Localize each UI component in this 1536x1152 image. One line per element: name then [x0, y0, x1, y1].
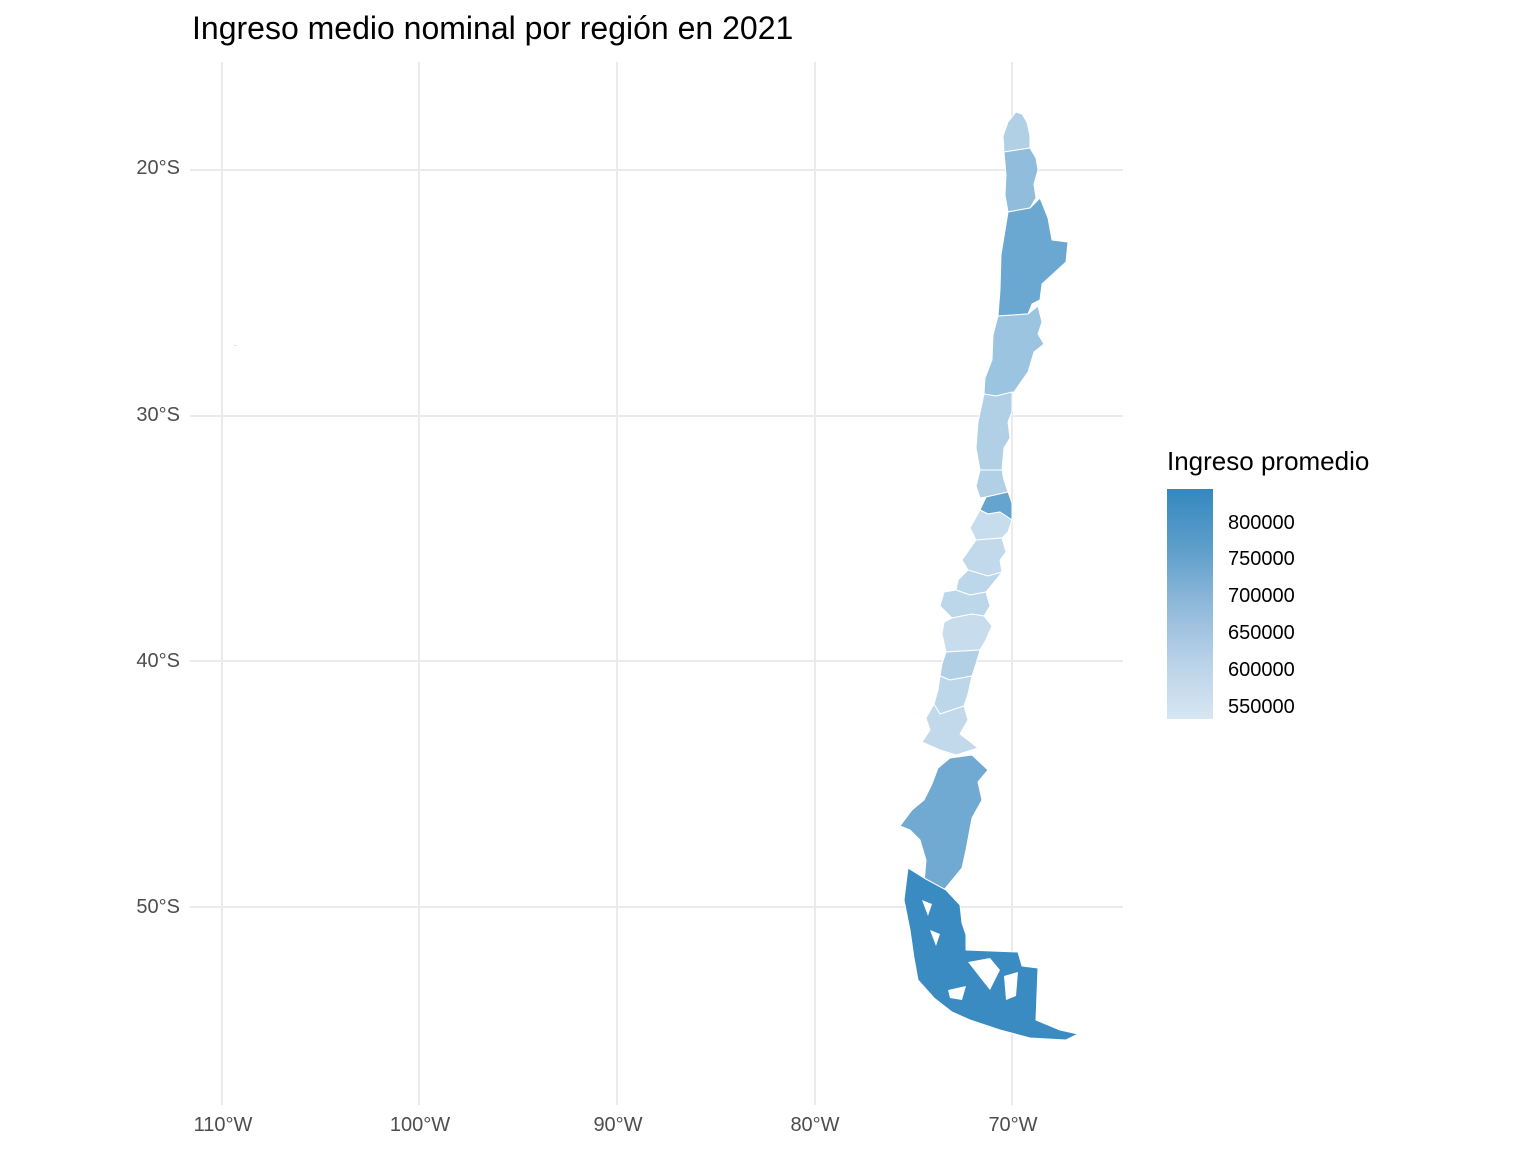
y-tick-label: 50°S	[136, 896, 180, 918]
region-8	[969, 509, 1013, 541]
x-tick-label: 80°W	[790, 1114, 840, 1136]
water-gap	[948, 986, 966, 1000]
legend-label: 800000	[1228, 512, 1295, 534]
island-marker	[234, 345, 237, 346]
legend-colorbar	[1167, 489, 1213, 719]
region-4	[983, 305, 1045, 397]
x-tick-label: 100°W	[389, 1114, 451, 1136]
region-14	[933, 675, 973, 715]
region-2	[1003, 147, 1039, 213]
x-tick-label: 110°W	[193, 1114, 253, 1136]
region-11	[939, 589, 991, 619]
water-gap	[1004, 972, 1018, 1000]
region-13	[939, 649, 981, 681]
region-1	[1002, 111, 1031, 153]
legend-label: 750000	[1228, 548, 1295, 570]
region-17	[903, 867, 1079, 1041]
legend-label: 650000	[1228, 622, 1295, 644]
water-gap	[930, 930, 940, 946]
region-15	[921, 703, 979, 756]
x-tick-label: 90°W	[593, 1114, 643, 1136]
region-10	[955, 569, 1003, 596]
legend-label: 550000	[1228, 696, 1295, 718]
x-tick-label: 70°W	[988, 1114, 1038, 1136]
legend-title: Ingreso promedio	[1167, 446, 1370, 476]
y-tick-label: 40°S	[136, 650, 180, 672]
water-gap	[922, 900, 932, 916]
region-layer	[899, 111, 1079, 1041]
y-tick-label: 30°S	[136, 404, 180, 426]
y-tick-label: 20°S	[136, 157, 180, 179]
region-3	[997, 197, 1069, 317]
region-16	[899, 754, 989, 891]
gridlines	[190, 62, 1123, 1105]
region-5	[975, 391, 1013, 471]
region-12	[941, 613, 993, 653]
legend-label: 600000	[1228, 659, 1295, 681]
chart-title: Ingreso medio nominal por región en 2021	[192, 10, 794, 46]
water-gap	[968, 958, 1000, 990]
legend-label: 700000	[1228, 585, 1295, 607]
